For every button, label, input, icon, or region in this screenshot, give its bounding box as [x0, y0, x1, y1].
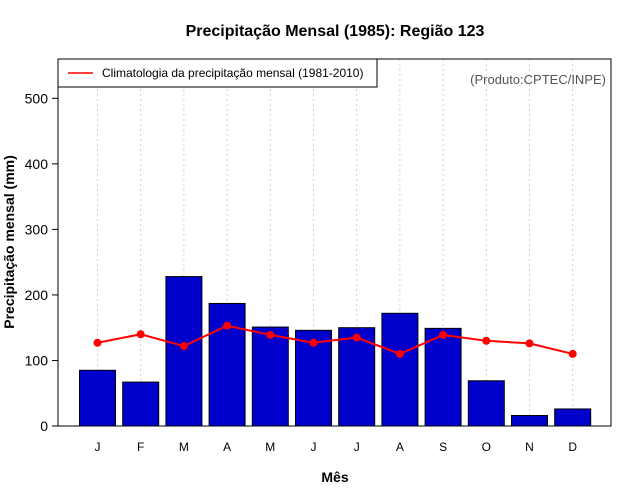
x-tick-label-2: M	[179, 440, 189, 454]
bar-6	[338, 327, 376, 427]
climatology-point-9	[482, 336, 491, 345]
x-tick-label-10: N	[525, 440, 534, 454]
climatology-point-0	[93, 338, 102, 347]
x-tick-label-7: A	[396, 440, 404, 454]
climatology-point-4	[266, 330, 275, 339]
x-tick-label-9: O	[482, 440, 491, 454]
climatology-point-3	[223, 321, 232, 330]
y-tick-label-200: 200	[25, 287, 49, 303]
y-tick-label-400: 400	[25, 156, 49, 172]
climatology-point-11	[568, 349, 577, 358]
y-axis: 0 100 200 300 400 500	[25, 90, 58, 434]
climatology-point-5	[309, 338, 318, 347]
x-tick-label-0: J	[95, 440, 101, 454]
legend-entry-climatology: Climatologia da precipitação mensal (198…	[102, 66, 363, 80]
y-tick-label-500: 500	[25, 90, 49, 106]
bar-1	[122, 381, 160, 427]
climatology-point-1	[136, 330, 145, 339]
y-axis-title: Precipitação mensal (mm)	[1, 155, 17, 329]
climatology-point-6	[352, 333, 361, 342]
bar-11	[554, 408, 592, 427]
x-tick-label-3: A	[223, 440, 231, 454]
bar-9	[467, 380, 505, 427]
climatology-polyline	[97, 324, 573, 355]
climatology-point-8	[439, 330, 448, 339]
x-tick-label-4: M	[265, 440, 275, 454]
bar-7	[381, 312, 419, 427]
bar-10	[511, 415, 548, 427]
legend: Climatologia da precipitação mensal (198…	[57, 58, 378, 88]
climatology-point-7	[395, 349, 404, 358]
source-annotation: (Produto:CPTEC/INPE)	[470, 72, 606, 87]
y-tick-label-300: 300	[25, 221, 49, 237]
bars	[79, 276, 592, 427]
y-tick-label-0: 0	[40, 418, 48, 434]
chart-title: Precipitação Mensal (1985): Região 123	[186, 23, 485, 40]
x-tick-label-1: F	[137, 440, 144, 454]
bar-0	[79, 369, 116, 427]
legend-box	[57, 58, 378, 88]
climatology-point-2	[179, 342, 188, 351]
x-tick-label-8: S	[439, 440, 447, 454]
bar-8	[424, 327, 462, 427]
x-tick-label-11: D	[568, 440, 577, 454]
x-tick-label-6: J	[354, 440, 360, 454]
y-tick-label-100: 100	[25, 352, 49, 368]
x-axis-title: Mês	[321, 469, 348, 485]
bar-2	[165, 276, 203, 427]
x-tick-label-5: J	[311, 440, 317, 454]
climatology-point-10	[525, 339, 534, 348]
bar-4	[251, 326, 289, 427]
climatology-line	[93, 321, 577, 358]
